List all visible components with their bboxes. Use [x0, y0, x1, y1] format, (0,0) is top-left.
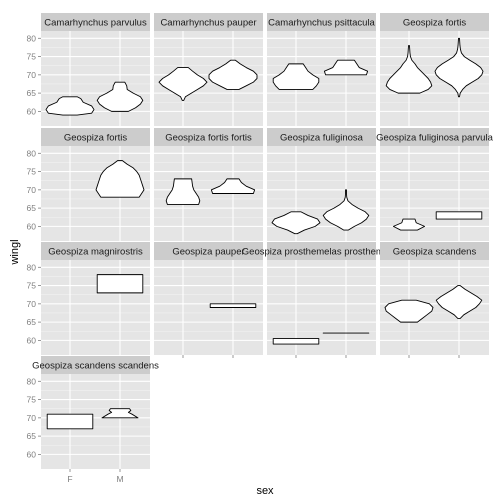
violin-m-camarhynchus-parvulus: [96, 81, 144, 112]
facet-panel-9: Geospiza magnirostris 60 65 70 75 80: [27, 242, 150, 355]
violin-f-camarhynchus-pauper: [158, 67, 208, 101]
y-tick-label: 65: [27, 317, 37, 327]
facet-panel-11: Geospiza prosthemelas prosthemelas: [242, 242, 402, 355]
facet-panel-5: Geospiza fortis 60 65 70 75 80: [27, 128, 150, 241]
facet-panel-7: Geospiza fuliginosa: [267, 128, 376, 241]
y-tick-label: 65: [27, 88, 37, 98]
y-tick-label: 70: [27, 185, 37, 195]
x-axis-col-2: [182, 355, 234, 358]
y-tick-label: 65: [27, 203, 37, 213]
violin-m-geospiza-pauper: [209, 303, 257, 308]
y-tick-label: 75: [27, 281, 37, 291]
y-tick-label: 75: [27, 167, 37, 177]
violin-m-geospiza-fortis: [434, 37, 484, 98]
facet-panel-2: Camarhynchus pauper: [154, 13, 263, 126]
y-tick-label: 65: [27, 431, 37, 441]
y-tick-label: 70: [27, 299, 37, 309]
y-tick-label: 70: [27, 70, 37, 80]
y-tick-label: 80: [27, 33, 37, 43]
violin-f-geospiza-fortis: [385, 45, 433, 94]
y-tick-label: 70: [27, 413, 37, 423]
facet-strip: [41, 13, 150, 31]
violin-f-geospiza-fuliginosa-parvula: [392, 218, 426, 231]
facet-strip-label: Geospiza pauper: [172, 247, 244, 258]
facet-strip-label: Geospiza magnirostris: [48, 247, 143, 258]
y-tick-label: 60: [27, 335, 37, 345]
violin-m-geospiza-scandens: [435, 285, 483, 319]
facet-panel-8: Geospiza fuliginosa parvula: [376, 128, 494, 241]
facet-panel-4: Geospiza fortis: [380, 13, 489, 126]
facet-strip: [154, 13, 263, 31]
violin-f-geospiza-fuliginosa: [271, 211, 321, 235]
violin-f-geospiza-fortis-fortis: [165, 178, 201, 205]
violin-m-geospiza-fortis-fortis: [210, 178, 256, 194]
violin-f-camarhynchus-parvulus: [45, 96, 95, 116]
y-tick-label: 75: [27, 395, 37, 405]
facet-strip: [267, 13, 376, 31]
facet-strip-label: Geospiza scandens: [393, 247, 477, 258]
x-axis-col-4: [408, 355, 460, 358]
violin-m-camarhynchus-pauper: [208, 59, 258, 90]
facet-strip-label: Geospiza fortis: [403, 18, 467, 29]
facet-strip: [154, 242, 263, 260]
facet-strip-label: Camarhynchus pauper: [160, 18, 256, 29]
facet-panel-6: Geospiza fortis fortis: [154, 128, 263, 241]
facet-strip: [380, 13, 489, 31]
violin-m-geospiza-fortis: [95, 160, 145, 198]
violin-f-geospiza-prosthemelas-prosthemelas: [272, 338, 320, 345]
violin-m-geospiza-magnirostris: [96, 274, 144, 294]
facet-strip-label: Geospiza scandens scandens: [32, 361, 159, 372]
facet-strip: [154, 128, 263, 146]
facet-strip: [267, 242, 376, 260]
facet-strip-label: Geospiza fortis fortis: [165, 133, 252, 144]
facet-strip: [41, 356, 150, 374]
x-tick-label: M: [116, 474, 123, 484]
y-tick-label: 60: [27, 221, 37, 231]
x-axis-col-3: [295, 355, 347, 358]
violin-f-camarhynchus-psittacula: [272, 63, 320, 90]
x-tick-label: F: [67, 474, 72, 484]
violin-m-geospiza-scandens-scandens: [101, 408, 139, 419]
facet-strip-label: Camarhynchus parvulus: [44, 18, 147, 29]
y-axis-title: wingl: [9, 239, 21, 265]
facet-strip: [41, 242, 150, 260]
facet-strip-label: Geospiza fortis: [64, 133, 128, 144]
facet-panel-13: Geospiza scandens scandens 60 65 70 75 80: [27, 356, 159, 469]
y-tick-label: 60: [27, 106, 37, 116]
facet-strip: [380, 128, 489, 146]
facet-panel-10: Geospiza pauper: [154, 242, 263, 355]
facet-strip: [267, 128, 376, 146]
facet-strip: [41, 128, 150, 146]
facet-panel-12: Geospiza scandens: [380, 242, 489, 355]
violin-m-geospiza-fuliginosa-parvula: [435, 211, 483, 220]
violin-m-camarhynchus-psittacula: [323, 59, 369, 76]
violin-m-geospiza-fuliginosa: [322, 189, 370, 231]
facet-panel-3: Camarhynchus psittacula: [267, 13, 376, 126]
y-tick-label: 80: [27, 376, 37, 386]
facet-strip-label: Geospiza fuliginosa: [280, 133, 364, 144]
y-tick-label: 75: [27, 52, 37, 62]
violin-f-geospiza-scandens-scandens: [46, 413, 94, 430]
facet-panel-1: Camarhynchus parvulus 60 65 70 75 80: [27, 13, 150, 126]
y-tick-label: 80: [27, 262, 37, 272]
facet-strip-label: Geospiza prosthemelas prosthemelas: [242, 247, 402, 258]
x-axis-title: sex: [256, 485, 274, 497]
facet-strip: [380, 242, 489, 260]
facet-strip-label: Geospiza fuliginosa parvula: [376, 133, 493, 144]
violin-f-geospiza-scandens: [384, 299, 434, 323]
facet-panels: Camarhynchus parvulus6065707580Camarhync…: [27, 13, 494, 484]
y-tick-label: 80: [27, 148, 37, 158]
facet-strip-label: Camarhynchus psittacula: [268, 18, 375, 29]
y-tick-label: 60: [27, 449, 37, 459]
